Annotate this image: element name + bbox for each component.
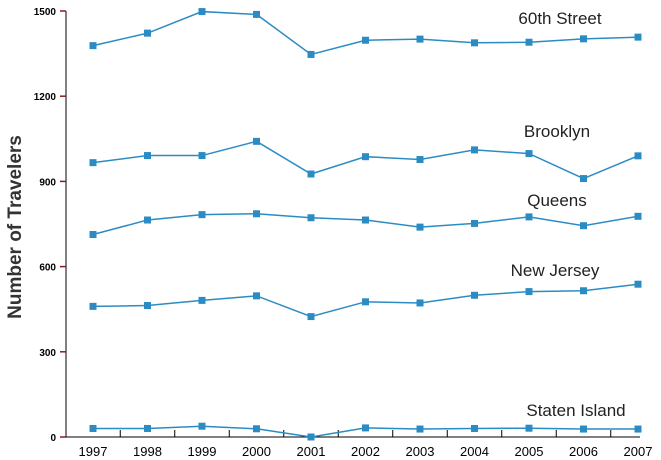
data-point [144,424,151,432]
data-point [89,231,97,239]
x-tick-label: 2006 [569,444,598,459]
data-point [253,425,260,433]
data-point [362,424,369,432]
x-tick-label: 2005 [515,444,544,459]
data-point [580,35,587,43]
data-point [362,153,369,161]
data-point [580,222,587,230]
x-tick-label: 2002 [351,444,380,459]
y-axis: 0 300 600 900 1200 1500 [34,7,67,444]
series-new-jersey: New Jersey [89,261,642,321]
data-point [307,170,315,178]
data-point [253,10,260,18]
x-tick-label: 2000 [242,444,271,459]
series-60th-street: 60th Street [89,8,642,58]
series-queens: Queens [89,191,642,239]
data-point [634,425,642,433]
x-tick-label: 1999 [188,444,217,459]
data-point [144,302,151,310]
data-point [198,8,206,16]
data-point [471,424,478,432]
series-label: Staten Island [526,401,625,420]
data-point [144,29,151,37]
data-point [307,214,315,222]
data-point [144,216,151,224]
data-point [580,287,587,295]
data-point [416,425,424,433]
data-point [362,216,369,224]
data-point [471,291,478,299]
y-tick-label: 0 [50,433,56,444]
data-point [525,288,533,296]
data-point [580,425,587,433]
x-tick-label: 2003 [406,444,435,459]
series-layer: 60th Street Brooklyn Queens New Jersey State… [89,8,642,441]
series-label: 60th Street [518,9,601,28]
data-point [307,433,315,441]
data-point [198,211,206,219]
y-tick-label: 1500 [34,7,57,18]
data-point [253,137,260,145]
data-point [144,152,151,160]
y-axis-label: Number of Travelers [5,135,26,319]
data-point [416,299,424,307]
data-point [634,280,642,288]
y-tick-label: 900 [39,177,56,188]
data-point [198,422,206,430]
x-tick-label: 2007 [624,444,653,459]
series-staten-island: Staten Island [89,401,642,441]
series-label: Brooklyn [524,122,590,141]
data-point [89,42,97,50]
data-point [253,210,260,218]
y-tick-label: 300 [39,348,56,359]
data-point [634,33,642,41]
data-point [198,296,206,304]
data-point [634,212,642,220]
data-point [471,39,478,47]
data-point [307,50,315,58]
x-axis: 1997 1998 1999 2000 2001 2002 2003 2004 2005 2006… [66,430,652,459]
data-point [580,175,587,183]
data-point [89,302,97,310]
data-point [253,292,260,300]
x-tick-label: 2001 [297,444,326,459]
data-point [198,152,206,160]
data-point [89,424,97,432]
data-point [362,298,369,306]
data-point [416,156,424,164]
x-tick-label: 1998 [133,444,162,459]
data-point [525,424,533,432]
series-label: Queens [527,191,587,210]
data-point [634,152,642,160]
data-point [525,38,533,46]
data-point [362,36,369,44]
data-point [307,313,315,321]
data-point [89,159,97,167]
y-tick-label: 1200 [34,92,57,103]
data-point [471,219,478,227]
x-tick-label: 2004 [460,444,489,459]
x-tick-label: 1997 [79,444,108,459]
data-point [525,213,533,221]
series-brooklyn: Brooklyn [89,122,642,183]
data-point [525,150,533,158]
data-point [471,146,478,154]
data-point [416,223,424,231]
y-tick-label: 600 [39,263,56,274]
series-label: New Jersey [511,261,600,280]
data-point [416,35,424,43]
